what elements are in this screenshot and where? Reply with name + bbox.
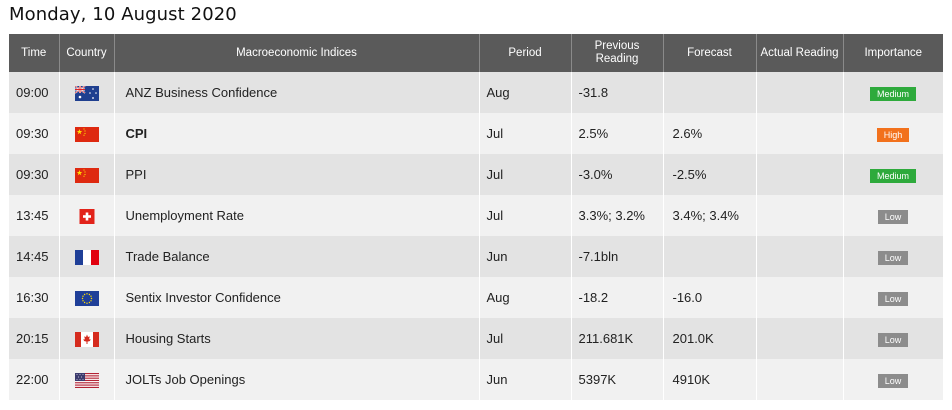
- actual-value: [756, 154, 844, 195]
- event-time: 14:45: [9, 236, 60, 277]
- importance-badge: High: [877, 127, 909, 142]
- event-time: 09:30: [9, 154, 60, 195]
- header-time[interactable]: Time: [9, 34, 60, 72]
- previous-value: -31.8: [571, 72, 664, 113]
- country-cell: [59, 359, 115, 400]
- previous-value: 3.3%; 3.2%: [571, 195, 664, 236]
- forecast-value: 2.6%: [663, 113, 757, 154]
- actual-value: [756, 277, 844, 318]
- country-cell: [59, 236, 115, 277]
- indicator-name[interactable]: Housing Starts: [114, 318, 480, 359]
- importance-cell: Low: [843, 277, 944, 318]
- importance-cell: High: [843, 113, 944, 154]
- header-country[interactable]: Country: [59, 34, 115, 72]
- forecast-value: [663, 236, 757, 277]
- period-value: Jul: [479, 195, 572, 236]
- forecast-value: 4910K: [663, 359, 757, 400]
- period-value: Jul: [479, 154, 572, 195]
- previous-value: 2.5%: [571, 113, 664, 154]
- header-actual[interactable]: Actual Reading: [756, 34, 844, 72]
- flag-cn-icon: [74, 167, 99, 183]
- importance-cell: Low: [843, 236, 944, 277]
- flag-fr-icon: [74, 249, 99, 265]
- table-row[interactable]: 09:30 CPI Jul 2.5% 2.6% High: [9, 113, 944, 154]
- table-row[interactable]: 09:00 ANZ Business Confidence Aug -31.8 Medi…: [9, 72, 944, 113]
- importance-cell: Medium: [843, 72, 944, 113]
- importance-badge: Low: [878, 373, 908, 388]
- indicator-name[interactable]: PPI: [114, 154, 480, 195]
- event-time: 09:30: [9, 113, 60, 154]
- importance-badge: Medium: [870, 168, 916, 183]
- table-row[interactable]: 14:45 Trade Balance Jun -7.1bln Low: [9, 236, 944, 277]
- actual-value: [756, 72, 844, 113]
- period-value: Aug: [479, 72, 572, 113]
- table-row[interactable]: 22:00 JOLTs Job Openings Jun 5397K 4910K Low: [9, 359, 944, 400]
- importance-badge: Medium: [870, 86, 916, 101]
- importance-cell: Low: [843, 195, 944, 236]
- header-previous[interactable]: Previous Reading: [571, 34, 664, 72]
- event-time: 13:45: [9, 195, 60, 236]
- previous-value: 211.681K: [571, 318, 664, 359]
- forecast-value: 201.0K: [663, 318, 757, 359]
- event-time: 22:00: [9, 359, 60, 400]
- country-cell: [59, 277, 115, 318]
- importance-cell: Low: [843, 318, 944, 359]
- actual-value: [756, 236, 844, 277]
- country-cell: [59, 195, 115, 236]
- forecast-value: [663, 72, 757, 113]
- actual-value: [756, 318, 844, 359]
- table-row[interactable]: 09:30 PPI Jul -3.0% -2.5% Medium: [9, 154, 944, 195]
- table-row[interactable]: 20:15 Housing Starts Jul 211.681K 201.0K Low: [9, 318, 944, 359]
- previous-value: -7.1bln: [571, 236, 664, 277]
- country-cell: [59, 72, 115, 113]
- period-value: Jul: [479, 318, 572, 359]
- importance-badge: Low: [878, 250, 908, 265]
- table-header-row: Time Country Macroeconomic Indices Perio…: [9, 34, 943, 72]
- previous-value: -3.0%: [571, 154, 664, 195]
- country-cell: [59, 154, 115, 195]
- indicator-name[interactable]: Unemployment Rate: [114, 195, 480, 236]
- header-forecast[interactable]: Forecast: [663, 34, 757, 72]
- forecast-value: 3.4%; 3.4%: [663, 195, 757, 236]
- flag-eu-icon: [74, 290, 99, 306]
- header-indices[interactable]: Macroeconomic Indices: [114, 34, 480, 72]
- event-time: 09:00: [9, 72, 60, 113]
- event-time: 20:15: [9, 318, 60, 359]
- country-cell: [59, 318, 115, 359]
- actual-value: [756, 195, 844, 236]
- actual-value: [756, 359, 844, 400]
- flag-cn-icon: [74, 126, 99, 142]
- period-value: Jul: [479, 113, 572, 154]
- flag-ch-icon: [75, 208, 99, 224]
- indicator-name[interactable]: JOLTs Job Openings: [114, 359, 480, 400]
- header-importance[interactable]: Importance: [843, 34, 943, 72]
- importance-badge: Low: [878, 332, 908, 347]
- indicator-name[interactable]: ANZ Business Confidence: [114, 72, 480, 113]
- previous-value: -18.2: [571, 277, 664, 318]
- period-value: Jun: [479, 359, 572, 400]
- period-value: Aug: [479, 277, 572, 318]
- event-time: 16:30: [9, 277, 60, 318]
- importance-cell: Low: [843, 359, 944, 400]
- page-title: Monday, 10 August 2020: [9, 4, 237, 25]
- flag-au-icon: [74, 85, 99, 101]
- forecast-value: -2.5%: [663, 154, 757, 195]
- actual-value: [756, 113, 844, 154]
- importance-badge: Low: [878, 291, 908, 306]
- flag-us-icon: [74, 372, 99, 388]
- indicator-name[interactable]: Trade Balance: [114, 236, 480, 277]
- economic-calendar-table: Time Country Macroeconomic Indices Perio…: [9, 34, 944, 400]
- indicator-name[interactable]: CPI: [114, 113, 480, 154]
- table-row[interactable]: 13:45 Unemployment Rate Jul 3.3%; 3.2% 3.4%;…: [9, 195, 944, 236]
- header-period[interactable]: Period: [479, 34, 572, 72]
- table-row[interactable]: 16:30 Sentix Investor Confidence Aug -18.2-…: [9, 277, 944, 318]
- indicator-name[interactable]: Sentix Investor Confidence: [114, 277, 480, 318]
- flag-ca-icon: [74, 331, 99, 347]
- importance-badge: Low: [878, 209, 908, 224]
- forecast-value: -16.0: [663, 277, 757, 318]
- period-value: Jun: [479, 236, 572, 277]
- previous-value: 5397K: [571, 359, 664, 400]
- importance-cell: Medium: [843, 154, 944, 195]
- country-cell: [59, 113, 115, 154]
